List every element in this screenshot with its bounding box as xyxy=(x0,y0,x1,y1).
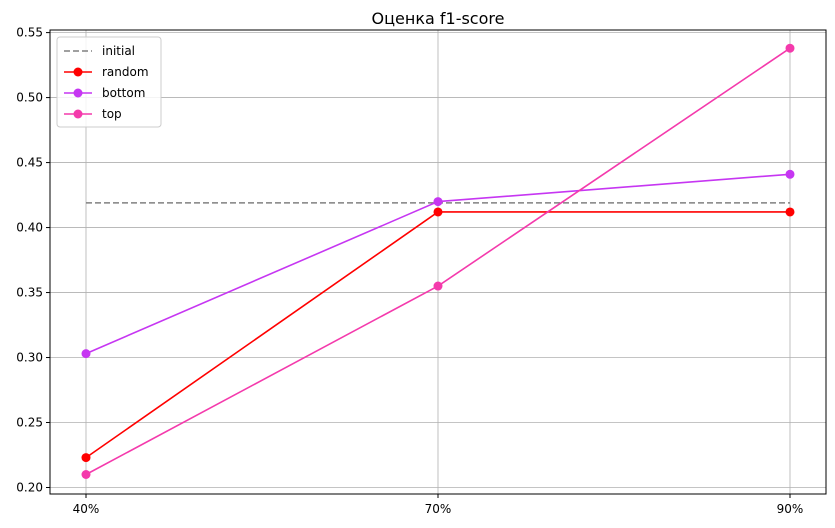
x-tick-label: 90% xyxy=(777,502,804,516)
y-axis: 0.20 0.25 0.30 0.35 0.40 0.45 0.50 0.55 xyxy=(16,26,50,495)
legend-marker-top xyxy=(73,109,83,119)
legend-label-top: top xyxy=(102,107,122,121)
y-tick-label: 0.35 xyxy=(16,286,43,300)
legend-label-initial: initial xyxy=(102,44,135,58)
legend-box xyxy=(56,36,162,128)
data-point-top xyxy=(433,281,443,291)
chart-title: Оценка f1-score xyxy=(372,9,505,28)
legend-marker-bottom xyxy=(73,88,83,98)
y-tick-label: 0.25 xyxy=(16,416,43,430)
data-point-random xyxy=(433,207,443,217)
data-point-bottom xyxy=(433,197,443,207)
legend-label-bottom: bottom xyxy=(102,86,145,100)
x-tick-label: 70% xyxy=(425,502,452,516)
data-point-random xyxy=(81,453,91,463)
legend-marker-random xyxy=(73,67,83,77)
data-point-bottom xyxy=(785,169,795,179)
y-tick-label: 0.30 xyxy=(16,351,43,365)
x-axis: 40% 70% 90% xyxy=(73,494,804,516)
y-tick-label: 0.55 xyxy=(16,26,43,40)
grid-lines xyxy=(50,30,826,494)
data-point-random xyxy=(785,207,795,217)
data-point-top xyxy=(785,43,795,53)
series-layer xyxy=(81,43,795,480)
y-tick-label: 0.50 xyxy=(16,91,43,105)
legend: initial random bottom top xyxy=(56,36,162,128)
legend-label-random: random xyxy=(102,65,149,79)
x-tick-label: 40% xyxy=(73,502,100,516)
y-tick-label: 0.20 xyxy=(16,481,43,495)
y-tick-label: 0.40 xyxy=(16,221,43,235)
data-point-bottom xyxy=(81,349,91,359)
y-tick-label: 0.45 xyxy=(16,156,43,170)
data-point-top xyxy=(81,470,91,480)
